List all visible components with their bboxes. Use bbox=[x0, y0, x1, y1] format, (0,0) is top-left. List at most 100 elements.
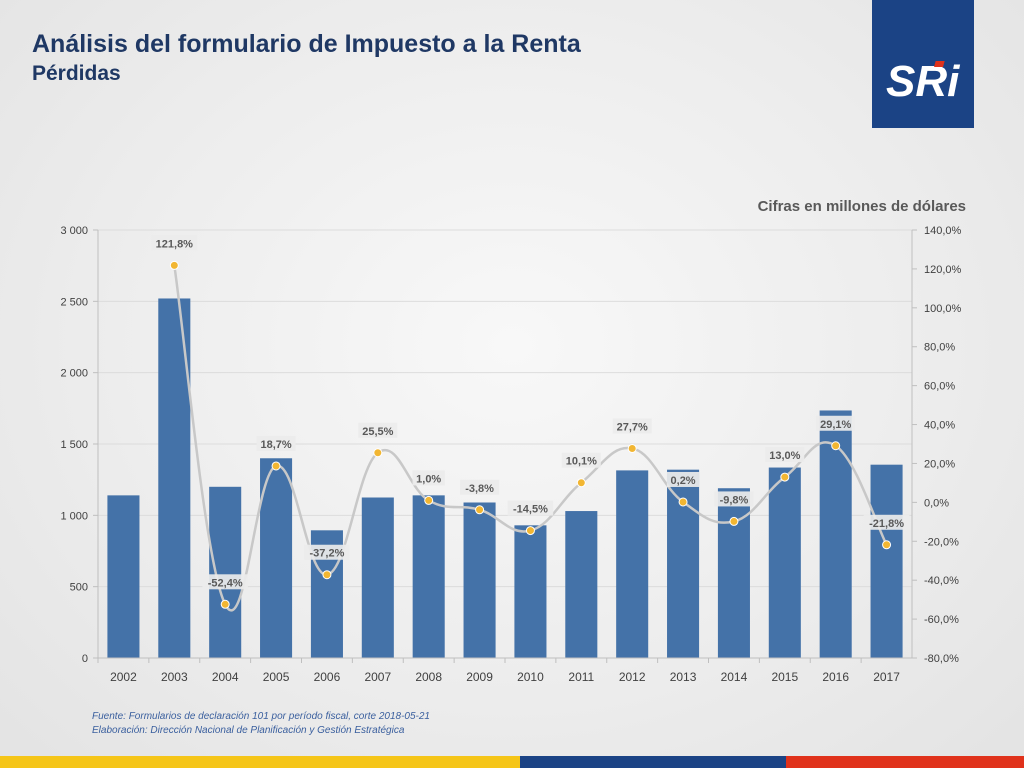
x-tick-label: 2009 bbox=[466, 670, 493, 684]
data-label: 10,1% bbox=[566, 456, 597, 468]
logo-accent-mark bbox=[934, 61, 945, 67]
growth-marker bbox=[780, 472, 790, 482]
y-right-tick-label: 140,0% bbox=[924, 225, 962, 237]
footer-stripe-red bbox=[786, 756, 1024, 768]
source-note: Fuente: Formularios de declaración 101 p… bbox=[92, 711, 430, 722]
x-tick-label: 2011 bbox=[568, 670, 594, 684]
data-label: -9,8% bbox=[720, 494, 749, 506]
data-label-bg bbox=[666, 471, 700, 487]
growth-marker bbox=[831, 441, 841, 451]
bar bbox=[514, 525, 547, 658]
data-label: 121,8% bbox=[156, 238, 194, 250]
x-tick-label: 2006 bbox=[314, 670, 341, 684]
bar bbox=[819, 410, 852, 658]
data-label-bg bbox=[256, 435, 296, 451]
data-label-bg bbox=[412, 470, 445, 486]
data-label-bg bbox=[816, 415, 856, 431]
data-label-bg bbox=[765, 447, 805, 463]
bar bbox=[463, 502, 496, 658]
y-left-tick-label: 1 500 bbox=[60, 439, 88, 451]
y-left-tick-label: 500 bbox=[70, 582, 88, 594]
bar bbox=[412, 495, 445, 658]
page-subtitle: Pérdidas bbox=[32, 62, 121, 85]
x-tick-label: 2005 bbox=[263, 670, 290, 684]
x-tick-label: 2002 bbox=[110, 670, 137, 684]
bar bbox=[768, 467, 801, 658]
y-right-tick-label: 20,0% bbox=[924, 458, 955, 470]
bar bbox=[209, 486, 242, 658]
y-left-tick-label: 3 000 bbox=[60, 225, 88, 237]
y-right-tick-label: 120,0% bbox=[924, 264, 962, 276]
y-right-tick-label: 80,0% bbox=[924, 342, 955, 354]
data-label: 25,5% bbox=[362, 426, 393, 438]
growth-marker bbox=[373, 448, 383, 458]
x-tick-label: 2013 bbox=[670, 670, 697, 684]
data-label: -14,5% bbox=[513, 504, 548, 516]
data-label: 13,0% bbox=[769, 450, 800, 462]
data-label-bg bbox=[202, 574, 248, 590]
x-tick-label: 2007 bbox=[364, 670, 391, 684]
growth-marker bbox=[475, 505, 485, 515]
data-label-bg bbox=[460, 479, 500, 495]
data-label-bg bbox=[612, 418, 652, 434]
footer-stripe-yellow bbox=[0, 756, 520, 768]
x-tick-label: 2003 bbox=[161, 670, 188, 684]
bar bbox=[616, 470, 649, 658]
growth-marker bbox=[424, 495, 434, 505]
y-left-tick-label: 0 bbox=[82, 653, 88, 665]
bar bbox=[260, 458, 293, 658]
data-label: 29,1% bbox=[820, 419, 851, 431]
y-left-tick-label: 1 000 bbox=[60, 510, 88, 522]
y-right-tick-label: 60,0% bbox=[924, 381, 955, 393]
x-tick-label: 2017 bbox=[873, 670, 900, 684]
y-left-tick-label: 2 000 bbox=[60, 368, 88, 380]
bar bbox=[565, 511, 598, 658]
footer-stripe-blue bbox=[520, 756, 786, 768]
loss-chart: 0 500 1 000 1 500 2 000 2 500 3 000 -80,0% -60,0… bbox=[60, 225, 962, 684]
data-label: 27,7% bbox=[617, 421, 648, 433]
y-left-tick-label: 2 500 bbox=[60, 296, 88, 308]
growth-marker bbox=[576, 478, 586, 488]
bar bbox=[107, 495, 140, 658]
data-label-bg bbox=[507, 500, 554, 516]
y-right-tick-label: -80,0% bbox=[924, 653, 959, 665]
y-right-tick-label: -20,0% bbox=[924, 536, 959, 548]
data-label: -52,4% bbox=[208, 577, 243, 589]
x-tick-label: 2010 bbox=[517, 670, 544, 684]
growth-marker bbox=[271, 461, 281, 471]
data-label-bg bbox=[714, 491, 754, 507]
data-label-bg bbox=[304, 544, 350, 560]
sri-logo: SRi bbox=[872, 0, 974, 128]
data-label: 0,2% bbox=[671, 475, 696, 487]
growth-marker bbox=[322, 570, 332, 580]
data-label: -21,8% bbox=[869, 518, 904, 530]
y-right-tick-label: -40,0% bbox=[924, 575, 959, 587]
x-tick-label: 2004 bbox=[212, 670, 239, 684]
data-label-bg bbox=[863, 514, 910, 530]
data-label-bg bbox=[561, 452, 601, 468]
data-label: 1,0% bbox=[416, 473, 441, 485]
bar bbox=[717, 488, 750, 658]
growth-marker bbox=[220, 599, 230, 609]
growth-marker bbox=[627, 443, 637, 453]
growth-marker bbox=[525, 526, 535, 536]
data-label-bg bbox=[358, 422, 398, 438]
units-note: Cifras en millones de dólares bbox=[757, 198, 966, 215]
data-label: -37,2% bbox=[310, 548, 345, 560]
growth-marker bbox=[678, 497, 688, 507]
bar bbox=[361, 497, 394, 658]
x-tick-label: 2012 bbox=[619, 670, 646, 684]
data-label-bg bbox=[151, 235, 198, 251]
growth-marker bbox=[882, 540, 892, 550]
y-right-tick-label: 40,0% bbox=[924, 420, 955, 432]
y-right-tick-label: 0,0% bbox=[924, 497, 949, 509]
bar bbox=[870, 464, 903, 658]
growth-marker bbox=[729, 516, 739, 526]
elaboration-note: Elaboración: Dirección Nacional de Plani… bbox=[92, 725, 405, 736]
logo-text: SRi bbox=[886, 57, 960, 106]
data-label: -3,8% bbox=[465, 483, 494, 495]
x-tick-label: 2014 bbox=[721, 670, 748, 684]
y-right-tick-label: 100,0% bbox=[924, 303, 962, 315]
x-tick-label: 2008 bbox=[415, 670, 442, 684]
page-title: Análisis del formulario de Impuesto a la… bbox=[32, 30, 581, 58]
